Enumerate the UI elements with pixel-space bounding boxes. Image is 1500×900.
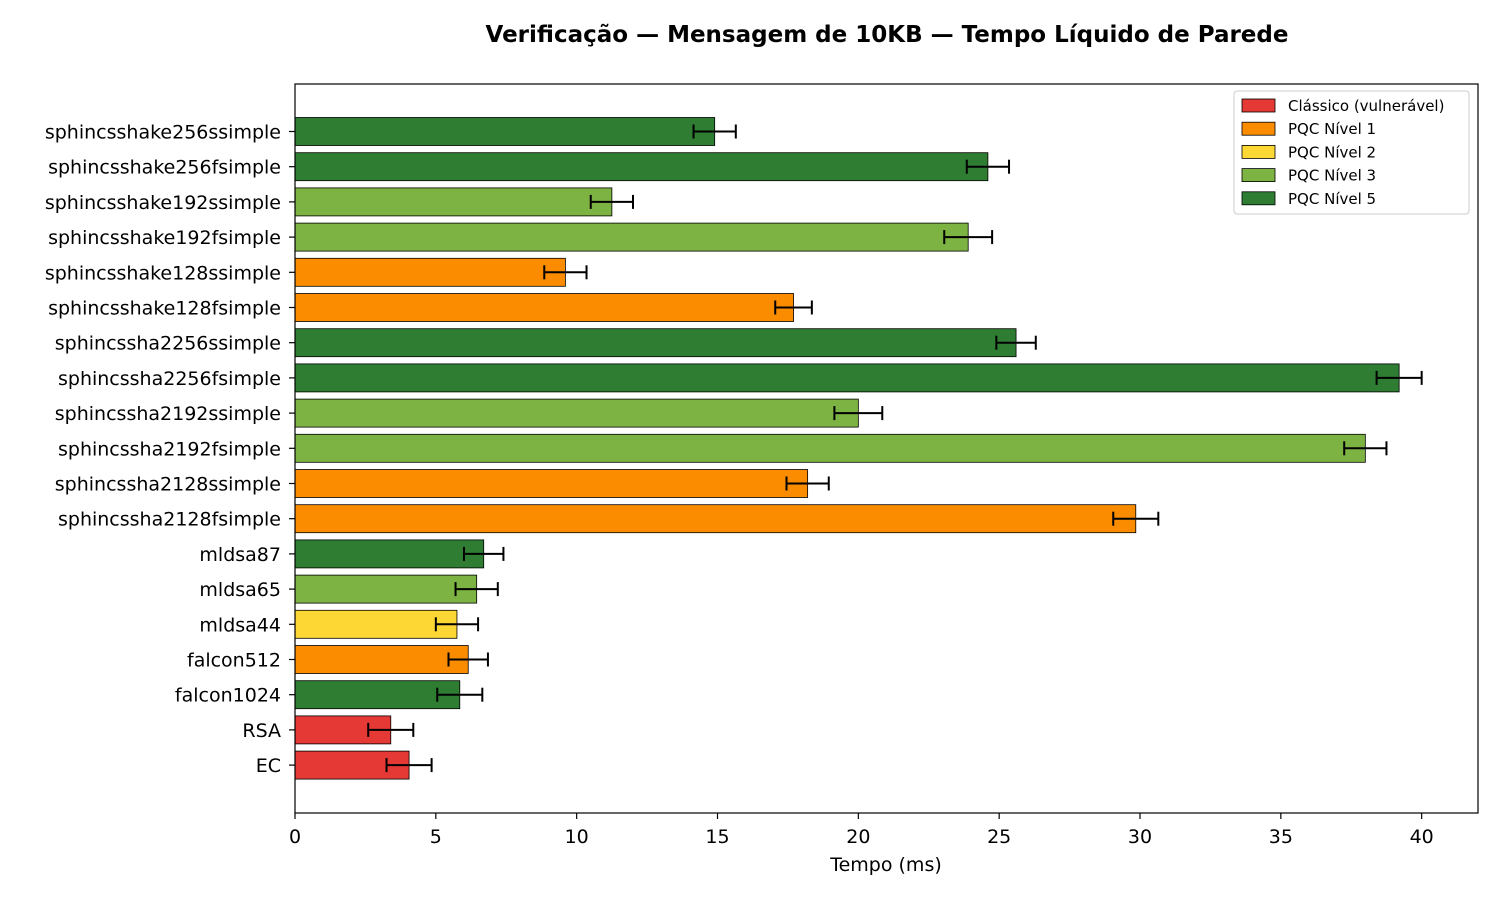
x-tick-label: 30 [1128,826,1152,848]
legend-swatch [1241,144,1276,159]
y-tick-label: sphincssha2128fsimple [58,509,281,531]
legend-swatch [1241,168,1276,183]
x-tick-label: 0 [289,826,301,848]
bar-sphincssha2192ssimple [294,398,859,428]
y-tick-label: falcon512 [187,650,281,672]
bar-sphincssha2128fsimple [294,504,1137,534]
bar-sphincsshake192fsimple [294,222,969,252]
x-tick-label: 25 [987,826,1011,848]
legend-swatch [1241,121,1276,136]
bar-sphincssha2256fsimple [294,363,1400,393]
plot-frame [294,83,1479,814]
x-tick-label: 20 [846,826,870,848]
y-tick-label: sphincssha2256ssimple [55,333,281,355]
x-tick-label: 10 [565,826,589,848]
bar-sphincsshake128ssimple [294,257,566,287]
x-tick-label: 40 [1410,826,1434,848]
y-tick-label: EC [256,755,281,777]
y-tick-label: sphincsshake192ssimple [45,192,281,214]
y-tick-label: sphincsshake192fsimple [48,227,281,249]
legend-box [1233,90,1470,215]
x-tick-label: 35 [1269,826,1293,848]
legend-label: Clássico (vulnerável) [1288,97,1444,115]
bars-layer [294,117,1423,780]
y-tick-label: falcon1024 [175,685,281,707]
bar-sphincssha2192fsimple [294,433,1366,463]
bar-sphincssha2256ssimple [294,328,1017,358]
bar-sphincssha2128ssimple [294,469,809,498]
bar-mldsa44 [294,609,458,639]
y-tick-label: sphincsshake256fsimple [48,157,281,179]
y-tick-label: mldsa44 [199,614,281,636]
legend-label: PQC Nível 2 [1288,143,1376,161]
y-tick-label: sphincssha2256fsimple [58,368,281,390]
legend-label: PQC Nível 5 [1288,190,1376,208]
y-tick-label: mldsa65 [199,579,281,601]
bar-falcon1024 [294,680,461,710]
bar-mldsa87 [294,539,485,569]
y-tick-label: sphincssha2128ssimple [55,474,281,496]
chart-title: Verificação — Mensagem de 10KB — Tempo L… [486,22,1289,48]
y-tick-label: sphincssha2192fsimple [58,438,281,460]
axes-layer: sphincsshake256ssimple sphincsshake256fsi… [45,83,1479,848]
legend-label: PQC Nível 3 [1288,167,1376,185]
legend-swatch [1241,98,1276,113]
y-tick-label: sphincsshake256ssimple [45,122,281,144]
legend: Clássico (vulnerável) PQC Nível 1 PQC Níve… [1233,90,1470,215]
x-tick-label: 15 [705,826,729,848]
y-tick-label: sphincsshake128fsimple [48,298,281,320]
x-tick-label: 5 [430,826,442,848]
bar-sphincsshake128fsimple [294,293,794,322]
y-tick-label: RSA [242,720,281,742]
y-tick-label: sphincssha2192ssimple [55,403,281,425]
x-axis-label: Tempo (ms) [829,854,942,876]
legend-swatch [1241,191,1276,206]
y-tick-label: mldsa87 [199,544,281,566]
bar-sphincsshake192ssimple [294,187,613,217]
bar-falcon512 [294,645,469,674]
bar-sphincsshake256ssimple [294,117,716,146]
y-tick-label: sphincsshake128ssimple [45,262,281,284]
bar-mldsa65 [294,574,478,604]
bar-sphincsshake256fsimple [294,152,989,182]
legend-label: PQC Nível 1 [1288,120,1376,138]
